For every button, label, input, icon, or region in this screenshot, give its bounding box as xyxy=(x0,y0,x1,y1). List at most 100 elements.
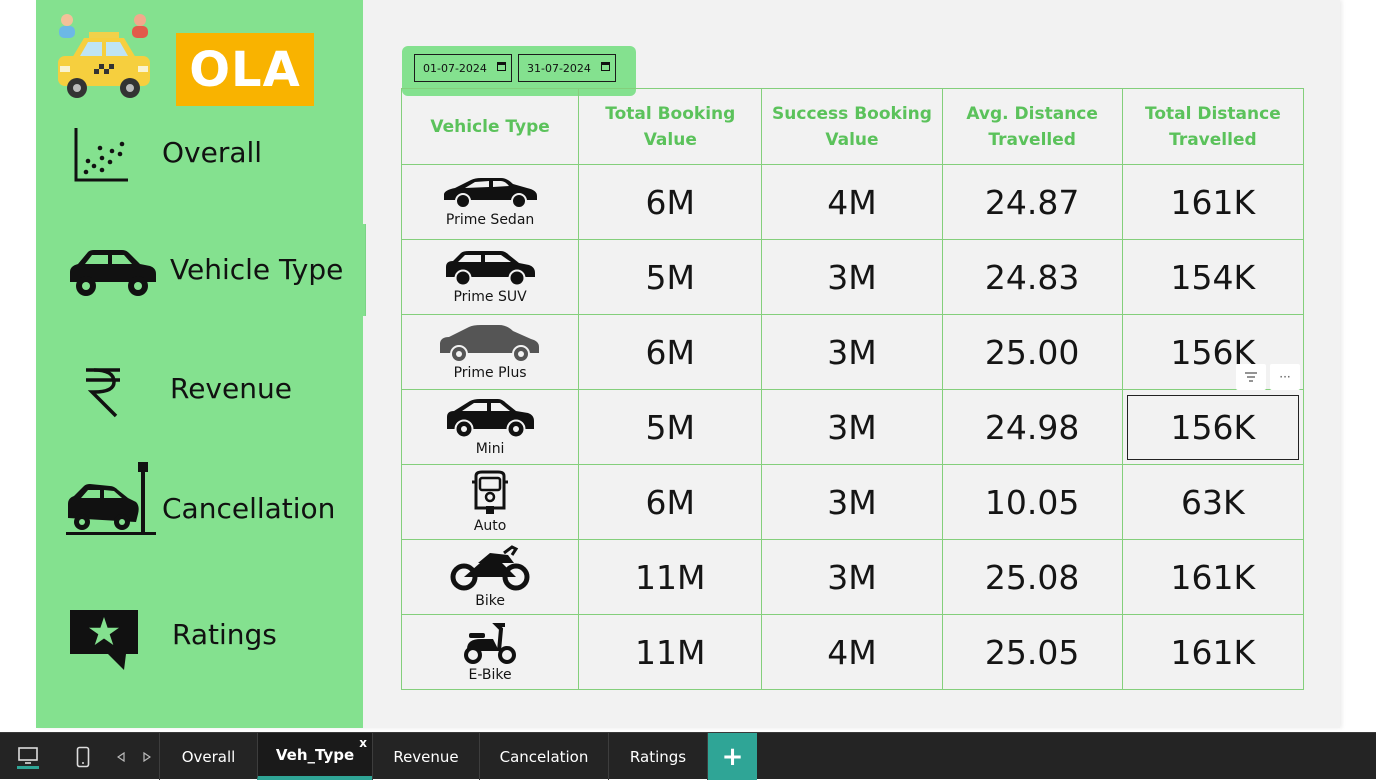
column-header-success-booking[interactable]: Success Booking Value xyxy=(761,88,943,165)
table-header-row: Vehicle Type Total Booking Value Success … xyxy=(400,88,1305,165)
tab-revenue[interactable]: Revenue xyxy=(372,733,479,780)
nav-ratings[interactable]: Ratings xyxy=(36,596,363,688)
avg-distance-cell[interactable]: 24.98 xyxy=(941,389,1123,465)
column-header-vehicle-type[interactable]: Vehicle Type xyxy=(400,88,580,165)
total-distance-cell[interactable]: 63K xyxy=(1121,464,1305,540)
calendar-icon[interactable] xyxy=(497,62,506,71)
success-booking-cell[interactable]: 4M xyxy=(761,614,943,690)
vehicle-type-table: Vehicle Type Total Booking Value Success … xyxy=(400,88,1305,690)
vehicle-cell[interactable]: Mini xyxy=(400,389,580,465)
nav-overall[interactable]: Overall xyxy=(36,112,363,204)
report-page: OLA Overall Vehicle Typ xyxy=(36,0,1340,728)
vehicle-name: Mini xyxy=(475,441,505,457)
success-booking-cell[interactable]: 3M xyxy=(761,314,943,390)
calendar-icon[interactable] xyxy=(601,62,610,71)
scroll-right-icon[interactable] xyxy=(136,733,158,780)
nav-overall-label: Overall xyxy=(162,136,263,169)
success-booking-cell[interactable]: 4M xyxy=(761,164,943,240)
total-distance-cell[interactable]: 161K xyxy=(1121,614,1305,690)
table-row[interactable]: Bike 11M 3M 25.08 161K xyxy=(400,539,1305,615)
vehicle-cell[interactable]: Prime Sedan xyxy=(400,164,580,240)
success-booking-cell[interactable]: 3M xyxy=(761,239,943,315)
desktop-view-icon[interactable] xyxy=(8,733,48,780)
total-booking-cell[interactable]: 6M xyxy=(578,164,763,240)
tab-label: Cancelation xyxy=(499,747,589,766)
plus-icon: + xyxy=(721,741,744,772)
avg-distance-cell[interactable]: 25.08 xyxy=(941,539,1123,615)
tab-veh-type[interactable]: Veh_Type x xyxy=(257,733,372,780)
avg-distance-cell[interactable]: 25.00 xyxy=(941,314,1123,390)
success-booking-cell[interactable]: 3M xyxy=(761,539,943,615)
tab-label: Revenue xyxy=(393,747,459,766)
success-booking-cell[interactable]: 3M xyxy=(761,389,943,465)
total-booking-cell[interactable]: 11M xyxy=(578,614,763,690)
header-text: Total Booking xyxy=(605,103,736,124)
column-header-total-distance[interactable]: Total Distance Travelled xyxy=(1121,88,1305,165)
total-booking-cell[interactable]: 6M xyxy=(578,464,763,540)
vehicle-name: E-Bike xyxy=(468,667,512,683)
column-header-avg-distance[interactable]: Avg. Distance Travelled xyxy=(941,88,1123,165)
table-row[interactable]: E-Bike 11M 4M 25.05 161K xyxy=(400,614,1305,690)
ola-logo: OLA xyxy=(176,33,314,106)
total-distance-cell[interactable]: 156K xyxy=(1121,389,1305,465)
header-text: Total Distance xyxy=(1145,103,1281,124)
end-date-input[interactable]: 31-07-2024 xyxy=(518,54,616,82)
avg-distance-cell[interactable]: 24.87 xyxy=(941,164,1123,240)
tab-label: Overall xyxy=(181,747,236,766)
vehicle-name: Prime Plus xyxy=(453,365,527,381)
vehicle-name: Auto xyxy=(473,518,507,534)
scooter-icon xyxy=(464,623,517,664)
mobile-view-icon[interactable] xyxy=(68,733,98,780)
vehicle-cell[interactable]: Prime Plus xyxy=(400,314,580,390)
close-tab-icon[interactable]: x xyxy=(359,736,367,750)
vehicle-name: Bike xyxy=(475,593,505,609)
vehicle-cell[interactable]: Prime SUV xyxy=(400,239,580,315)
ola-logo-text: OLA xyxy=(189,41,301,98)
vehicle-cell[interactable]: Auto xyxy=(400,464,580,540)
nav-revenue-label: Revenue xyxy=(170,372,292,405)
tab-ratings[interactable]: Ratings xyxy=(608,733,708,780)
tab-cancelation[interactable]: Cancelation xyxy=(479,733,608,780)
tab-label: Veh_Type xyxy=(275,745,355,764)
vehicle-cell[interactable]: E-Bike xyxy=(400,614,580,690)
vehicle-name: Prime Sedan xyxy=(445,212,535,228)
more-options-icon[interactable]: ··· xyxy=(1270,364,1300,390)
table-row[interactable]: Prime Plus 6M 3M 25.00 156K xyxy=(400,314,1305,390)
total-distance-cell[interactable]: 161K xyxy=(1121,539,1305,615)
filter-icon[interactable] xyxy=(1236,364,1266,390)
end-date-value: 31-07-2024 xyxy=(527,61,591,75)
vehicle-cell[interactable]: Bike xyxy=(400,539,580,615)
total-booking-cell[interactable]: 5M xyxy=(578,389,763,465)
nav-vehicle-type-label: Vehicle Type xyxy=(170,253,344,286)
total-booking-cell[interactable]: 5M xyxy=(578,239,763,315)
report-canvas: OLA Overall Vehicle Typ xyxy=(36,0,1340,728)
header-text: Value xyxy=(643,129,697,150)
nav-cancellation-label: Cancellation xyxy=(162,492,336,525)
scroll-left-icon[interactable] xyxy=(110,733,132,780)
tab-overall[interactable]: Overall xyxy=(159,733,257,780)
table-row[interactable]: Auto 6M 3M 10.05 63K xyxy=(400,464,1305,540)
avg-distance-cell[interactable]: 10.05 xyxy=(941,464,1123,540)
add-page-button[interactable]: + xyxy=(708,733,757,780)
table-row[interactable]: Prime SUV 5M 3M 24.83 154K xyxy=(400,239,1305,315)
total-distance-cell[interactable]: 161K xyxy=(1121,164,1305,240)
column-header-total-booking[interactable]: Total Booking Value xyxy=(578,88,763,165)
total-booking-cell[interactable]: 6M xyxy=(578,314,763,390)
avg-distance-cell[interactable]: 24.83 xyxy=(941,239,1123,315)
start-date-input[interactable]: 01-07-2024 xyxy=(414,54,512,82)
success-booking-cell[interactable]: 3M xyxy=(761,464,943,540)
avg-distance-cell[interactable]: 25.05 xyxy=(941,614,1123,690)
auto-rickshaw-icon xyxy=(472,470,509,514)
nav-cancellation[interactable]: Cancellation xyxy=(36,456,363,548)
header-text: Success Booking xyxy=(772,103,932,124)
table-row[interactable]: Prime Sedan 6M 4M 24.87 161K xyxy=(400,164,1305,240)
sedan-icon xyxy=(444,178,538,209)
car-crash-icon xyxy=(66,462,156,535)
nav-vehicle-type[interactable]: Vehicle Type xyxy=(36,224,365,316)
header-text: Value xyxy=(825,129,879,150)
table-row[interactable]: Mini 5M 3M 24.98 156K xyxy=(400,389,1305,465)
total-booking-cell[interactable]: 11M xyxy=(578,539,763,615)
nav-revenue[interactable]: Revenue xyxy=(36,342,363,434)
visual-header-toolbar: ··· xyxy=(1236,364,1300,390)
total-distance-cell[interactable]: 154K xyxy=(1121,239,1305,315)
